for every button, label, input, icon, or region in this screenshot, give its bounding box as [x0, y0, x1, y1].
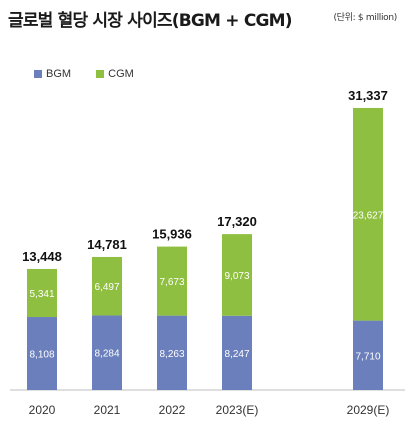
chart-title: 글로벌 혈당 시장 사이즈(BGM + CGM) — [8, 11, 293, 31]
x-tick-label-4: 2029(E) — [347, 403, 390, 417]
data-label-bgm-1: 8,284 — [94, 349, 119, 360]
legend-swatch-bgm — [34, 70, 42, 78]
legend: BGM CGM — [34, 68, 156, 81]
bar-cgm-2 — [157, 246, 187, 316]
data-label-bgm-4: 7,710 — [355, 351, 380, 362]
bar-bgm-4 — [353, 320, 383, 390]
bar-cgm-1 — [92, 256, 122, 316]
bar-bgm-2 — [157, 315, 187, 390]
bar-cgm-0 — [27, 268, 57, 318]
x-tick-label-1: 2021 — [94, 403, 121, 417]
data-label-cgm-0: 5,341 — [29, 289, 54, 300]
bar-cgm-4 — [353, 107, 383, 321]
data-label-bgm-3: 8,247 — [224, 349, 249, 360]
bar-bgm-0 — [27, 317, 57, 390]
x-tick-label-3: 2023(E) — [216, 403, 259, 417]
total-label-4: 31,337 — [348, 88, 388, 103]
total-label-2: 15,936 — [152, 227, 192, 242]
unit-note: (단위: $ million) — [333, 13, 397, 23]
total-label-0: 13,448 — [22, 249, 62, 264]
legend-swatch-cgm — [96, 70, 105, 78]
legend-label-bgm: BGM — [46, 68, 72, 80]
bar-cgm-3 — [222, 234, 252, 316]
data-label-cgm-1: 6,497 — [94, 282, 119, 293]
x-tick-label-2: 2022 — [159, 403, 186, 417]
legend-item-bgm: BGM — [34, 68, 71, 80]
total-label-1: 14,781 — [87, 237, 127, 252]
legend-item-cgm: CGM — [96, 68, 134, 80]
data-label-bgm-2: 8,263 — [159, 349, 184, 360]
data-label-cgm-3: 9,073 — [224, 271, 249, 282]
bar-bgm-1 — [92, 315, 122, 390]
x-tick-label-0: 2020 — [29, 403, 56, 417]
total-label-3: 17,320 — [217, 214, 257, 229]
data-label-cgm-4: 23,627 — [353, 210, 384, 221]
data-label-bgm-0: 8,108 — [29, 350, 54, 361]
data-label-cgm-2: 7,673 — [159, 277, 184, 288]
bar-bgm-3 — [222, 315, 252, 390]
legend-label-cgm: CGM — [108, 68, 134, 80]
